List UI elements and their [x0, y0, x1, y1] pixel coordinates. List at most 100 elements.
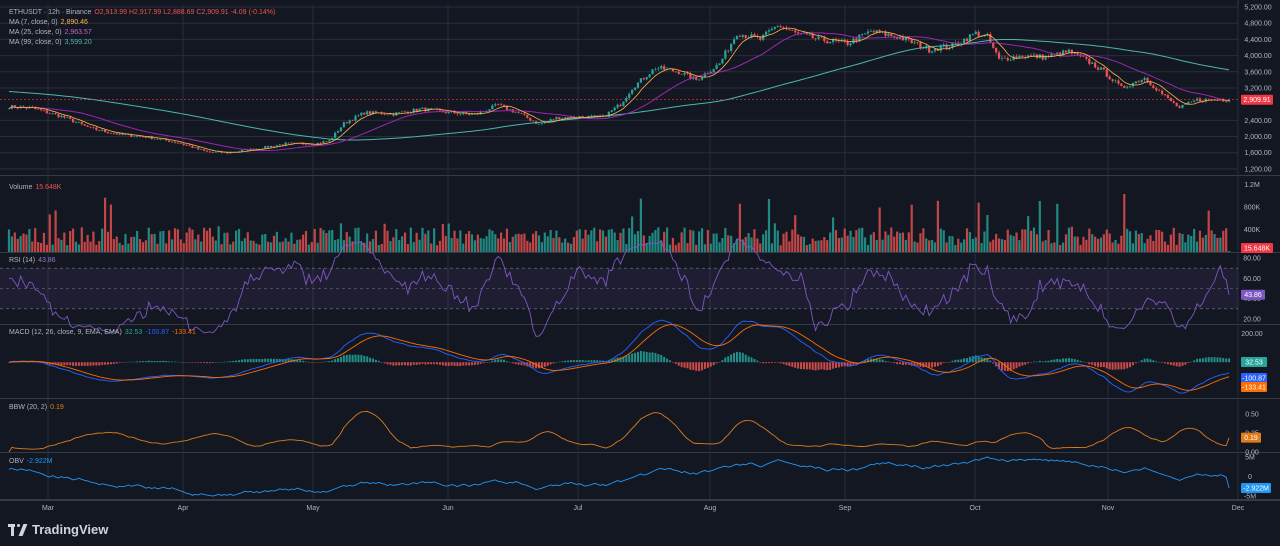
volume-bar [992, 239, 995, 252]
macd-hist-bar [619, 357, 622, 363]
volume-bar [665, 227, 669, 252]
macd-hist-bar [800, 362, 803, 370]
candle-body [1117, 80, 1120, 84]
volume-bar [738, 203, 741, 252]
macd-hist-bar [625, 355, 628, 363]
macd-hist-bar [768, 362, 771, 364]
macd-hist-bar [686, 362, 689, 369]
candle-body [185, 144, 188, 146]
macd-hist-bar [1143, 358, 1146, 363]
candle-body [1143, 77, 1146, 80]
volume-bar [92, 231, 95, 252]
volume-bar [170, 239, 174, 252]
candle-body [136, 136, 139, 137]
volume-tick: 800K [1244, 205, 1261, 212]
candle-body [695, 76, 698, 80]
volume-bar [302, 234, 305, 252]
volume-bar [51, 244, 54, 252]
volume-bar [919, 233, 922, 252]
candle-body [505, 105, 509, 110]
macd-hist-bar [907, 362, 910, 365]
macd-hist-bar [977, 356, 980, 363]
candle-body [307, 144, 311, 146]
macd-hist-bar [1129, 362, 1132, 368]
candle-body [176, 142, 179, 144]
volume-bar [715, 233, 718, 252]
macd-hist-bar [339, 356, 342, 363]
candle-body [310, 144, 313, 146]
volume-bar [925, 238, 928, 252]
macd-hist-bar [555, 362, 558, 363]
rsi-tag [1241, 289, 1265, 300]
macd-hist-bar [561, 361, 564, 363]
macd-hist-bar [112, 362, 115, 364]
candle-body [619, 104, 622, 107]
volume-bar [1163, 241, 1167, 252]
candle-body [39, 109, 43, 111]
macd-hist-bar [144, 361, 147, 363]
macd-hist-bar [1027, 362, 1030, 364]
macd-hist-bar [980, 357, 983, 363]
volume-bar [240, 241, 244, 252]
volume-bar [488, 229, 491, 252]
candle-body [188, 145, 191, 147]
volume-bar [438, 240, 442, 252]
candle-body [179, 142, 182, 144]
volume-bar [861, 227, 864, 252]
macd-hist-bar [380, 362, 383, 363]
candle-body [269, 145, 273, 148]
volume-bar [272, 235, 276, 252]
candle-body [208, 151, 212, 153]
volume-bar [764, 230, 768, 252]
volume-bar [1096, 238, 1100, 252]
volume-bar [1158, 230, 1161, 252]
volume-bar [636, 231, 640, 252]
candle-body [566, 117, 570, 119]
macd-hist-bar [337, 358, 340, 363]
volume-bar [223, 232, 226, 252]
candle-body [930, 51, 934, 53]
volume-bar [339, 223, 343, 252]
macd-hist-bar [406, 362, 409, 366]
volume-bar [767, 198, 771, 252]
candle-body [1012, 56, 1015, 61]
macd-hist-bar [756, 360, 759, 363]
candle-body [488, 109, 491, 111]
volume-bar [826, 240, 829, 252]
candle-body [153, 138, 156, 140]
macd-hist-bar [197, 362, 200, 363]
macd-hist-bar [371, 358, 374, 363]
macd-hist-bar [354, 354, 357, 363]
volume-bar [1076, 236, 1079, 252]
volume-bar [1155, 229, 1158, 252]
bbw-line [8, 410, 1230, 453]
candle-body [191, 146, 194, 148]
candle-body [83, 124, 86, 126]
candle-body [898, 36, 902, 39]
candle-body [1032, 54, 1036, 56]
macd-hist-bar [811, 362, 814, 371]
macd-hist-bar [922, 362, 925, 368]
candle-body [1190, 101, 1193, 103]
volume-bar [101, 228, 104, 252]
tradingview-logo[interactable]: TradingView [8, 522, 108, 537]
macd-hist-bar [738, 352, 741, 363]
volume-bar [1193, 228, 1196, 252]
macd-hist-bar [211, 362, 214, 364]
volume-bar [500, 232, 503, 252]
candle-body [383, 114, 386, 115]
volume-bar [558, 237, 561, 252]
candle-body [741, 35, 744, 37]
macd-hist-bar [765, 362, 768, 364]
volume-bar [1195, 241, 1199, 252]
macd-hist-bar [80, 362, 83, 366]
macd-hist-bar [968, 356, 971, 363]
macd-hist-bar [546, 362, 549, 366]
volume-bar [427, 230, 430, 252]
candle-body [211, 152, 214, 153]
volume-bar [747, 233, 750, 252]
volume-bar [497, 238, 500, 252]
candle-body [808, 34, 811, 35]
volume-bar [555, 230, 558, 252]
